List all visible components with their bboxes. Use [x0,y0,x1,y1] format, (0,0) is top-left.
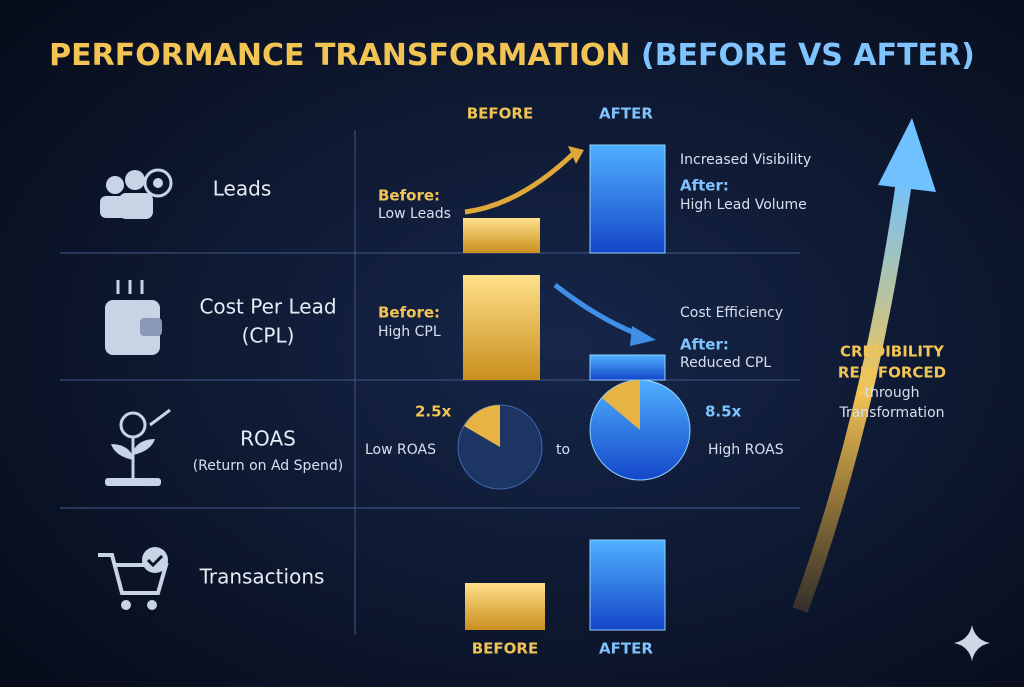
side-text: REINFORCED [838,364,946,382]
before-bar [465,583,545,630]
arrow-head [568,146,584,164]
row-label: Transactions [199,565,325,589]
after-text: High Lead Volume [680,197,807,213]
icon-wallet [105,280,162,355]
note: Increased Visibility [680,152,811,168]
row-sublabel: (Return on Ad Spend) [193,458,344,474]
after-bar [589,144,666,254]
row-sublabel: (CPL) [242,324,295,348]
title-main: PERFORMANCE TRANSFORMATION [49,38,630,73]
side-text: through [864,385,919,401]
row-label: ROAS [240,427,296,451]
icon-leads [100,168,173,219]
after-text: High ROAS [708,442,784,458]
before-text: High CPL [378,324,441,340]
after-bar [589,354,666,381]
before-bar [463,218,540,253]
icon-growth [105,408,171,486]
before-text: Low Leads [378,206,451,222]
column-footer: BEFORE [472,640,538,658]
column-header: BEFORE [467,105,533,123]
icon-cart [98,547,169,610]
before-text: Low ROAS [365,442,436,458]
before-value: 2.5x [415,403,452,421]
title: PERFORMANCE TRANSFORMATION (BEFORE VS AF… [49,38,975,73]
after-bar [589,539,666,631]
after-heading: After: [680,177,729,195]
arrow-head [878,118,936,192]
credibility-arrow [792,173,913,613]
after-value: 8.5x [705,403,742,421]
row-label: Cost Per Lead [199,295,336,319]
connector: to [556,442,570,458]
row-label: Leads [213,177,271,201]
after-text: Reduced CPL [680,355,771,371]
after-pie-slice [602,380,640,430]
column-footer: AFTER [599,640,653,658]
before-bar [463,275,540,380]
note: Cost Efficiency [680,305,783,321]
before-pie-slice [464,405,500,447]
side-text: CREDIBILITY [840,343,945,361]
title-suffix: (BEFORE VS AFTER) [641,38,975,73]
before-heading: Before: [378,187,440,205]
column-header: AFTER [599,105,653,123]
trend-arrow [464,150,577,215]
side-text: Transformation [838,405,944,421]
arrow-head [630,326,656,346]
sparkle [954,625,990,661]
after-heading: After: [680,336,729,354]
before-heading: Before: [378,304,440,322]
